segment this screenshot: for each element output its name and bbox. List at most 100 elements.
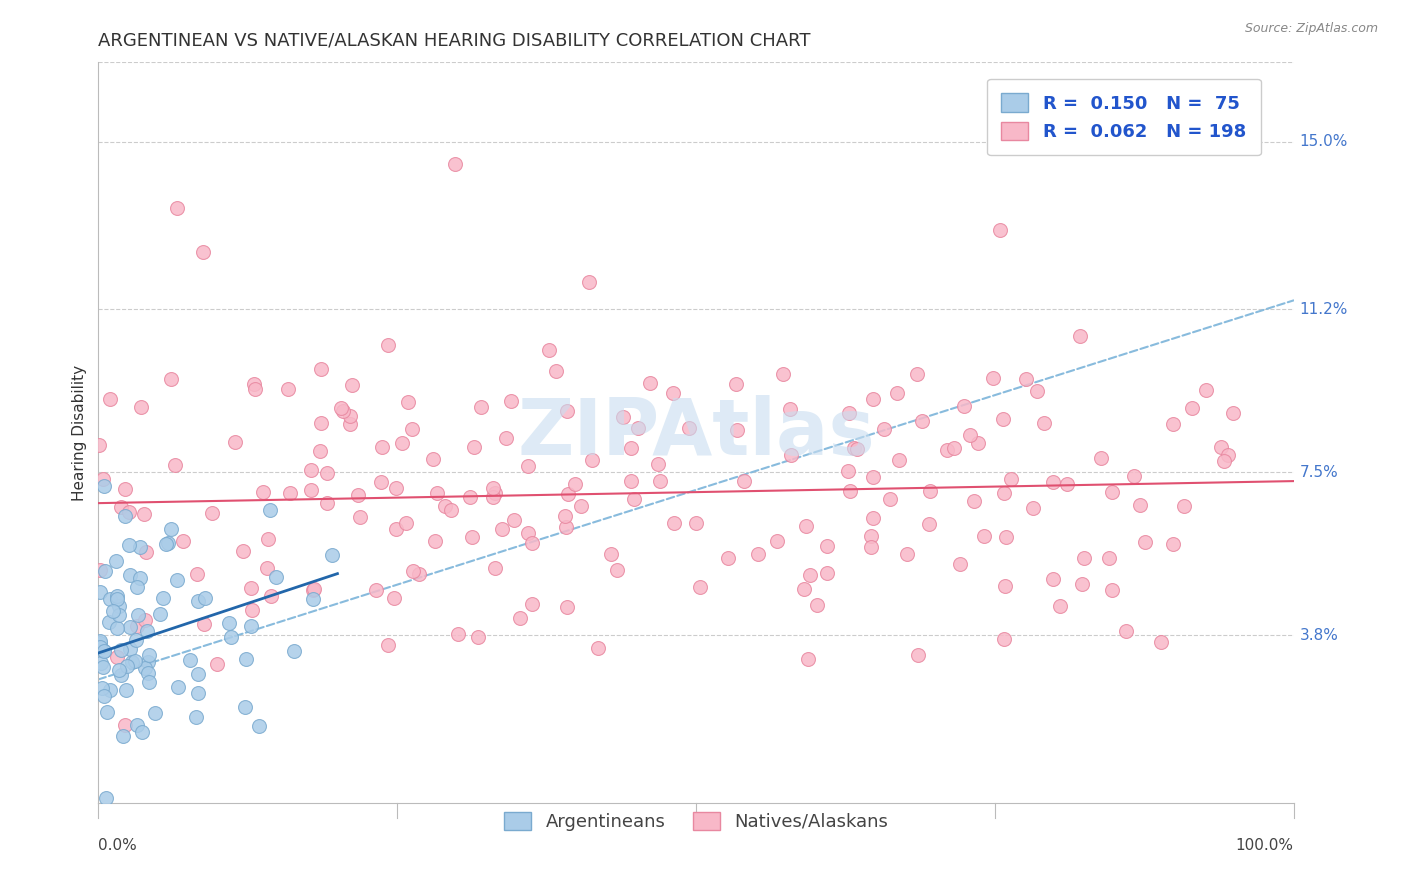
Point [194, 591, 217, 605]
Point [98, 591, 121, 606]
Point [499, 393, 522, 408]
Point [257, 532, 280, 546]
Point [104, 554, 127, 568]
Point [98, 683, 121, 698]
Point [240, 603, 263, 617]
Point [557, 487, 579, 501]
Point [90, 681, 112, 695]
Point [299, 462, 322, 476]
Point [993, 411, 1015, 425]
Point [105, 590, 128, 604]
Point [408, 566, 430, 581]
Point [1049, 599, 1071, 613]
Point [484, 485, 506, 500]
Text: 15.0%: 15.0% [1299, 135, 1348, 149]
Point [907, 367, 929, 381]
Point [862, 470, 884, 484]
Point [112, 729, 135, 743]
Point [128, 571, 150, 585]
Point [1181, 401, 1204, 416]
Point [138, 675, 160, 690]
Point [302, 592, 325, 607]
Point [1222, 406, 1244, 420]
Point [1101, 583, 1123, 598]
Point [330, 401, 353, 415]
Point [638, 376, 661, 390]
Point [125, 718, 148, 732]
Point [935, 442, 957, 457]
Text: ZIPAtlas: ZIPAtlas [517, 394, 875, 471]
Point [461, 531, 484, 545]
Text: 11.2%: 11.2% [1299, 301, 1348, 317]
Point [155, 537, 177, 551]
Point [120, 567, 142, 582]
Point [994, 578, 1017, 592]
Point [780, 448, 803, 462]
Point [91, 472, 114, 486]
Point [1042, 572, 1064, 586]
Point [993, 632, 1015, 646]
Point [277, 382, 299, 396]
Point [391, 435, 413, 450]
Point [1090, 450, 1112, 465]
Point [1213, 453, 1236, 467]
Point [219, 630, 242, 644]
Point [1218, 448, 1240, 462]
Point [382, 591, 405, 606]
Point [91, 660, 114, 674]
Point [1098, 551, 1121, 566]
Point [988, 223, 1011, 237]
Point [308, 444, 330, 458]
Point [859, 540, 882, 554]
Point [1042, 475, 1064, 490]
Point [166, 201, 188, 215]
Point [98, 392, 121, 406]
Point [311, 417, 333, 431]
Point [517, 458, 540, 473]
Point [509, 611, 531, 625]
Point [481, 481, 503, 495]
Point [796, 518, 818, 533]
Point [967, 435, 990, 450]
Point [402, 564, 425, 578]
Point [385, 522, 408, 536]
Point [366, 582, 388, 597]
Point [93, 644, 115, 658]
Point [623, 492, 645, 507]
Point [159, 522, 181, 536]
Point [678, 421, 700, 435]
Point [232, 543, 254, 558]
Point [842, 441, 865, 455]
Point [302, 582, 325, 596]
Point [89, 635, 111, 649]
Point [1161, 417, 1184, 432]
Point [240, 582, 263, 596]
Point [377, 338, 399, 352]
Point [1129, 498, 1152, 512]
Text: 100.0%: 100.0% [1236, 838, 1294, 853]
Point [546, 364, 568, 378]
Point [252, 485, 274, 500]
Point [105, 650, 128, 665]
Point [959, 428, 981, 442]
Point [1149, 635, 1171, 649]
Point [98, 615, 121, 629]
Point [160, 372, 183, 386]
Point [135, 545, 157, 559]
Point [385, 481, 408, 495]
Point [1115, 624, 1137, 638]
Point [90, 656, 112, 670]
Point [554, 520, 576, 534]
Point [503, 513, 526, 527]
Point [233, 699, 256, 714]
Point [747, 547, 769, 561]
Point [143, 706, 166, 720]
Point [837, 464, 859, 478]
Point [120, 642, 142, 657]
Point [1194, 383, 1216, 397]
Point [725, 423, 748, 437]
Point [993, 486, 1015, 500]
Point [799, 567, 821, 582]
Point [555, 600, 578, 615]
Point [105, 621, 128, 635]
